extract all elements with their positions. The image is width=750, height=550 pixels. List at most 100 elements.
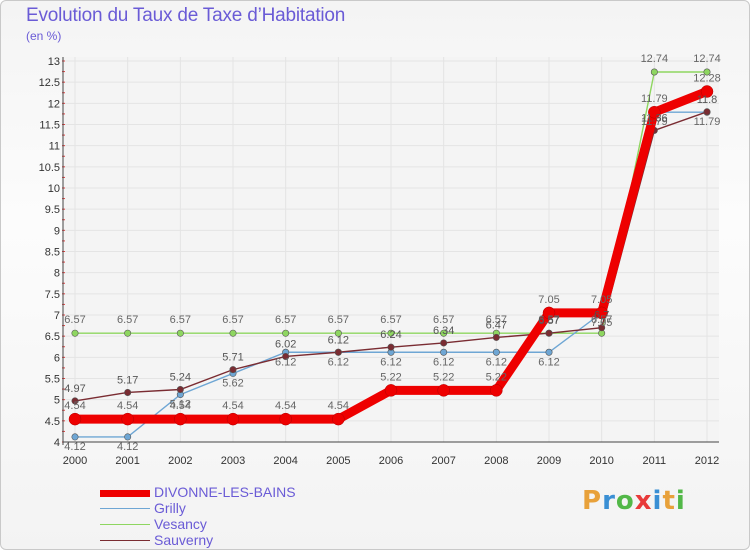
data-label: 6.57	[538, 314, 559, 326]
data-point-0	[595, 306, 608, 320]
data-label: 6.12	[538, 356, 559, 368]
x-tick-label: 2003	[221, 455, 245, 467]
data-label: 5.22	[380, 371, 401, 383]
data-label: 4.54	[64, 400, 85, 412]
y-tick-label: 4.5	[45, 416, 60, 428]
data-label: 6.57	[538, 315, 559, 327]
legend-label: DIVONNE-LES-BAINS	[154, 484, 296, 500]
y-tick-label: 5	[54, 395, 60, 407]
y-tick-label: 11.5	[39, 120, 60, 132]
data-point-1	[492, 348, 500, 356]
data-label: 4.97	[64, 383, 85, 395]
logo-letter: i	[675, 486, 686, 516]
data-point-0	[542, 306, 556, 320]
logo-letter: x	[634, 486, 653, 516]
data-label: 5.71	[222, 352, 243, 364]
data-point-0	[648, 105, 661, 119]
data-point-0	[384, 384, 398, 397]
data-label: 4.12	[117, 441, 138, 453]
data-point-3	[334, 348, 342, 356]
data-point-0	[121, 412, 134, 426]
data-point-3	[71, 397, 79, 405]
data-point-3	[545, 329, 553, 337]
data-point-3	[176, 386, 184, 394]
data-point-3	[440, 339, 448, 347]
data-point-1	[545, 348, 553, 356]
x-tick-label: 2000	[63, 455, 87, 467]
data-label: 4.54	[170, 400, 191, 412]
x-tick-label: 2006	[379, 455, 403, 467]
data-label: 6.12	[380, 356, 401, 368]
data-point-1	[440, 348, 448, 356]
data-label: 6.12	[328, 356, 349, 368]
data-point-2	[650, 68, 658, 76]
data-point-2	[282, 329, 290, 337]
data-label: 6.57	[591, 314, 612, 326]
legend-swatch	[100, 508, 150, 509]
data-point-1	[71, 433, 79, 441]
data-label: 6.7	[594, 310, 609, 322]
y-tick-label: 9	[54, 225, 60, 237]
data-label: 6.57	[275, 314, 296, 326]
data-point-0	[332, 412, 345, 426]
data-point-0	[68, 412, 82, 426]
y-tick-label: 8.5	[45, 247, 60, 259]
data-label: 4.54	[275, 400, 296, 412]
data-point-3	[124, 388, 132, 396]
x-tick-label: 2012	[695, 455, 719, 467]
y-tick-label: 7.5	[45, 289, 60, 301]
data-point-3	[387, 343, 395, 351]
data-label: 5.22	[433, 371, 454, 383]
data-label: 6.57	[486, 314, 507, 326]
data-label: 6.47	[486, 319, 507, 331]
data-point-3	[282, 352, 290, 360]
y-tick-label: 12.5	[39, 77, 60, 89]
y-tick-label: 4	[54, 437, 60, 449]
data-label: 6.34	[433, 325, 454, 337]
data-point-3	[229, 366, 237, 374]
data-label: 4.12	[64, 441, 85, 453]
data-label: 7.05	[538, 294, 559, 306]
data-point-0	[700, 85, 714, 98]
data-label: 6.12	[486, 356, 507, 368]
x-tick-label: 2004	[273, 455, 297, 467]
data-label: 6.57	[380, 314, 401, 326]
data-label: 11.79	[641, 116, 668, 128]
data-label: 6.02	[275, 338, 296, 350]
y-tick-label: 9.5	[45, 204, 60, 216]
data-point-2	[440, 329, 448, 337]
y-tick-label: 6.5	[45, 331, 60, 343]
x-tick-label: 2009	[537, 455, 561, 467]
data-label: 12.74	[693, 53, 721, 65]
data-label: 11.36	[641, 112, 668, 124]
data-point-2	[387, 329, 395, 337]
data-label: 11.8	[697, 94, 718, 106]
data-point-2	[334, 329, 342, 337]
legend-item-divonne: DIVONNE-LES-BAINS	[100, 484, 360, 501]
data-label: 6.12	[433, 356, 454, 368]
data-label: 6.57	[117, 314, 138, 326]
y-tick-label: 10.5	[39, 162, 60, 174]
data-point-2	[229, 329, 237, 337]
data-label: 5.22	[486, 371, 507, 383]
logo-letter: t	[662, 486, 676, 516]
data-label: 6.57	[64, 314, 85, 326]
data-label: 6.57	[222, 314, 243, 326]
data-point-2	[176, 329, 184, 337]
chart-title: Evolution du Taux de Taxe d’Habitation	[26, 5, 346, 26]
legend-label: Sauverny	[154, 532, 214, 548]
y-unit-label: (en %)	[26, 29, 62, 43]
data-label: 12.74	[641, 53, 669, 65]
legend-swatch	[100, 524, 150, 525]
data-label: 6.57	[433, 314, 454, 326]
data-point-3	[703, 108, 711, 116]
data-point-2	[703, 68, 711, 76]
proxiti-logo: Proxiti	[582, 486, 686, 516]
data-point-3	[492, 333, 500, 341]
data-label: 5.17	[117, 374, 138, 386]
x-tick-label: 2005	[326, 455, 350, 467]
x-tick-label: 2011	[643, 455, 667, 467]
x-tick-label: 2007	[431, 455, 455, 467]
legend: DIVONNE-LES-BAINS Grilly Vesancy Sauvern…	[100, 484, 360, 549]
